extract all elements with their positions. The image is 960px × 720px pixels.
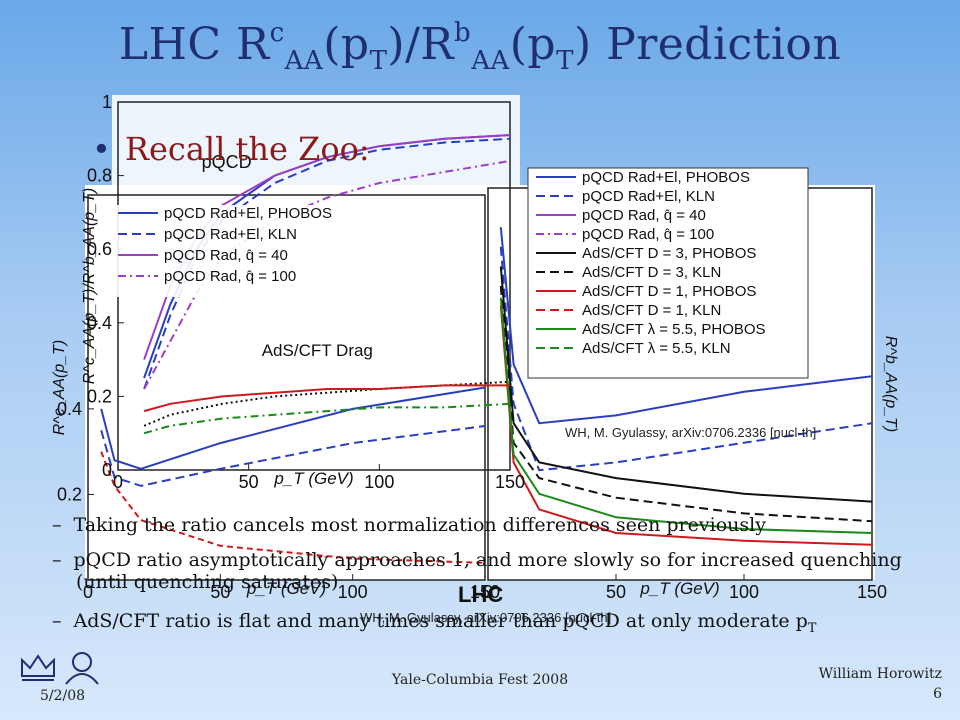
- y-axis-label: R^c_AA(p_T): [51, 340, 68, 436]
- title-part: (p: [509, 19, 557, 70]
- title-part: AA: [284, 46, 324, 76]
- series-line: [143, 384, 510, 413]
- legend-entry: pQCD Rad+El, KLN: [582, 188, 715, 205]
- legend-entry: pQCD Rad, q̂ = 100: [164, 268, 296, 285]
- legend-entry: AdS/CFT D = 3, PHOBOS: [582, 245, 756, 262]
- series-line: [499, 297, 873, 534]
- title-part: (p: [323, 19, 370, 70]
- title-part: AA: [471, 46, 510, 76]
- series-line: [499, 246, 873, 472]
- footer-page: 6: [933, 686, 942, 702]
- dash-icon: –: [52, 549, 62, 571]
- crown-icon: [21, 654, 55, 681]
- series-line: [499, 227, 873, 425]
- y-tick-label: 1: [102, 92, 112, 112]
- x-tick-label: 0: [83, 582, 93, 602]
- y-tick-label: 0.2: [57, 484, 82, 504]
- legends: pQCD Rad+El, PHOBOS pQCD Rad+El, KLN pQCD …: [118, 169, 766, 357]
- x-tick-label: 100: [364, 472, 394, 492]
- y-tick-label: 0.4: [87, 313, 112, 333]
- footer-right: William Horowitz 6: [819, 664, 942, 704]
- title-part: b: [454, 18, 472, 48]
- footer-event: Yale-Columbia Fest 2008: [391, 672, 569, 688]
- legend-entry: AdS/CFT D = 1, PHOBOS: [582, 283, 756, 300]
- legend-entry: pQCD Rad+El, PHOBOS: [164, 205, 332, 222]
- y-tick-label: 0.6: [87, 239, 112, 259]
- series-line: [100, 451, 486, 564]
- legend-entry: pQCD Rad, q̂ = 40: [582, 207, 706, 224]
- dash-icon: –: [52, 514, 62, 536]
- label-adscft-drag: AdS/CFT Drag: [262, 341, 373, 360]
- legend-entry: AdS/CFT D = 1, KLN: [582, 302, 721, 319]
- sub-bullet-2: – pQCD ratio asymptotically approaches 1,…: [52, 549, 936, 593]
- footer-date: 5/2/08: [40, 688, 86, 704]
- y-tick-label: 0.2: [87, 386, 112, 406]
- sub-bullet-1: – Taking the ratio cancels most normaliza…: [52, 514, 912, 536]
- citation: WH, M. Gyulassy, arXiv:0706.2336 [nucl-t…: [360, 610, 611, 625]
- title-part: ) Prediction: [573, 19, 842, 70]
- legend-entry: pQCD Rad, q̂ = 100: [582, 226, 714, 243]
- citation: WH, M. Gyulassy, arXiv:0706.2336 [nucl-t…: [565, 425, 816, 440]
- sub-bullet-3: – AdS/CFT ratio is flat and many times sm…: [52, 610, 912, 640]
- series-line: [143, 380, 511, 427]
- y-tick-label: 0.4: [57, 399, 82, 419]
- legend-entry: AdS/CFT λ = 5.5, KLN: [582, 340, 731, 357]
- title-part: LHC R: [118, 19, 270, 70]
- x-tick-label: 50: [239, 472, 259, 492]
- title-part: T: [556, 46, 574, 76]
- legend-entry: AdS/CFT λ = 5.5, PHOBOS: [582, 321, 766, 338]
- title-part: )/R: [387, 19, 455, 70]
- x-axis-label: p_T (GeV): [246, 579, 326, 598]
- x-tick-label: 100: [338, 582, 368, 602]
- x-tick-label: 50: [210, 582, 230, 602]
- sub-bullet-text: Taking the ratio cancels most normalizat…: [73, 514, 766, 536]
- legend-entry: pQCD Rad, q̂ = 40: [164, 247, 288, 264]
- x-tick-label: 150: [857, 582, 887, 602]
- legend-entry: AdS/CFT D = 3, KLN: [582, 264, 721, 281]
- series-line: [143, 402, 511, 435]
- legend-entry: pQCD Rad+El, PHOBOS: [582, 169, 750, 186]
- bullet-text: Recall the Zoo:: [124, 130, 370, 168]
- x-tick-label: 50: [606, 582, 626, 602]
- portrait-icon: [65, 652, 99, 685]
- x-tick-label: 100: [729, 582, 759, 602]
- title-part: c: [269, 18, 285, 48]
- sub-bullet-subscript: T: [807, 620, 817, 636]
- sub-bullet-text: AdS/CFT ratio is flat and many times sma…: [73, 610, 808, 632]
- sub-bullet-text: pQCD ratio asymptotically approaches 1, …: [73, 549, 902, 593]
- dash-icon: –: [52, 610, 62, 632]
- series-line: [100, 425, 486, 487]
- series-line: [100, 386, 486, 470]
- x-tick-label: 0: [113, 472, 123, 492]
- legend-entry: pQCD Rad+El, KLN: [164, 226, 297, 243]
- x-tick-label: 150: [495, 472, 525, 492]
- bullet-dot-icon: •: [92, 130, 111, 168]
- x-tick-label: 0: [483, 582, 493, 602]
- footer-author: William Horowitz: [818, 666, 942, 682]
- title-part: T: [369, 46, 388, 76]
- x-axis-label: p_T (GeV): [639, 579, 719, 598]
- y-axis-label: R^b_AA(p_T): [882, 336, 899, 432]
- y-tick-label: 0: [102, 460, 112, 480]
- x-tick-label: 150: [470, 582, 500, 602]
- y-axis-label: R^c_AA(p_T)/R^b_AA(p_T): [81, 188, 98, 384]
- rb-legend-box: [527, 167, 809, 379]
- logos: [20, 648, 110, 692]
- label-lhc: LHC: [458, 582, 503, 607]
- x-axis-label: p_T (GeV): [273, 469, 353, 488]
- ratio-legend-box: [112, 205, 322, 297]
- label-pqcd: pQCD: [202, 152, 252, 172]
- slide-title: LHC RcAA(pT)/RbAA(pT) Prediction: [0, 18, 960, 76]
- y-tick-label: 0.8: [87, 166, 112, 186]
- series-line: [499, 266, 873, 503]
- bullet-recall: • Recall the Zoo:: [92, 130, 370, 168]
